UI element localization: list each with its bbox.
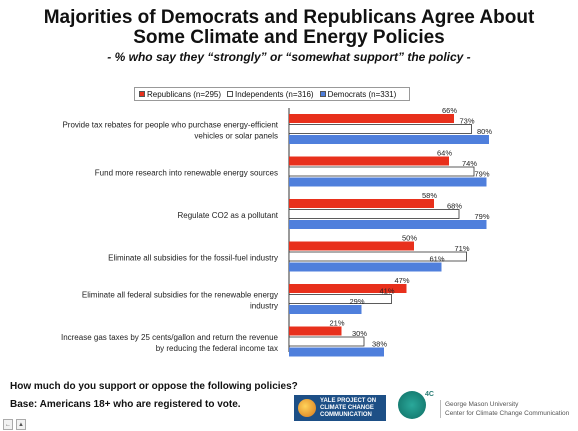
bar-republicans <box>289 156 449 166</box>
category-label-line: vehicles or solar panels <box>194 132 278 141</box>
data-label: 58% <box>422 191 437 200</box>
legend-label: Republicans (n=295) <box>147 89 222 99</box>
chart-title: Majorities of Democrats and Republicans … <box>0 8 578 48</box>
legend-item-0: Republicans (n=295) <box>139 90 221 99</box>
bar-republicans <box>289 114 454 123</box>
category-label-line: Provide tax rebates for people who purch… <box>62 121 278 130</box>
chart-subtitle: - % who say they “strongly” or “somewhat… <box>107 50 471 64</box>
bar-democrats <box>289 347 384 357</box>
menu-up-button[interactable]: ▲ <box>16 419 26 430</box>
bar-independents <box>288 124 472 134</box>
question-text: How much do you support or oppose the fo… <box>10 381 298 392</box>
data-label: 29% <box>350 297 365 306</box>
data-label: 79% <box>475 170 490 179</box>
legend: Republicans (n=295) Independents (n=316) D… <box>134 87 410 101</box>
bar-democrats <box>289 262 442 272</box>
category-label-line: Increase gas taxes by 25 cents/gallon an… <box>61 333 279 342</box>
category-label-line: Eliminate all federal subsidies for the … <box>82 291 278 300</box>
data-label: 38% <box>372 340 387 349</box>
data-label: 80% <box>477 127 492 136</box>
data-label: 79% <box>475 212 490 221</box>
bar-independents <box>288 336 365 347</box>
category-label: Eliminate all federal subsidies for the … <box>82 291 278 311</box>
bar-independents <box>288 294 392 304</box>
category-label-line: by reducing the federal income tax <box>156 344 278 353</box>
category-label-line: industry <box>250 302 278 311</box>
category-label: Regulate CO2 as a pollutant <box>177 211 278 220</box>
category-label: Increase gas taxes by 25 cents/gallon an… <box>61 333 279 353</box>
category-label-line: Regulate CO2 as a pollutant <box>177 211 278 220</box>
title-line-2: Some Climate and Energy Policies <box>133 27 445 48</box>
ccc-logo-line-1: YALE PROJECT ON <box>320 397 377 404</box>
base-text: Base: Americans 18+ who are registered t… <box>10 399 241 410</box>
category-label: Provide tax rebates for people who purch… <box>62 121 278 141</box>
4c-logo-label: 4C <box>425 391 434 398</box>
data-label: 41% <box>380 287 395 296</box>
category-label-line: Eliminate all subsidies for the fossil-f… <box>108 254 278 263</box>
sun-icon <box>298 399 316 417</box>
legend-swatch <box>319 91 326 97</box>
data-label: 73% <box>460 117 475 126</box>
bar-independents <box>288 209 460 219</box>
bar-democrats <box>289 135 489 144</box>
data-label: 71% <box>455 244 470 253</box>
bar-republicans <box>289 241 414 251</box>
4c-logo-icon <box>398 391 426 419</box>
legend-item-1: Independents (n=316) <box>227 90 314 99</box>
data-label: 30% <box>352 329 367 338</box>
previous-slide-button[interactable]: ← <box>3 419 13 430</box>
data-label: 66% <box>442 106 457 115</box>
bar-republicans <box>289 326 342 336</box>
gmu-line-2: Center for Climate Change Communication <box>445 410 570 417</box>
data-label: 50% <box>402 234 417 243</box>
title-line-1: Majorities of Democrats and Republicans … <box>43 7 535 28</box>
bar-democrats <box>289 220 487 229</box>
bar-democrats <box>289 305 362 314</box>
category-label: Eliminate all subsidies for the fossil-f… <box>108 254 278 263</box>
data-label: 74% <box>462 159 477 168</box>
legend-item-2: Democrats (n=331) <box>319 89 397 99</box>
ccc-logo-line-3: COMMUNICATION <box>320 411 372 418</box>
gmu-line-1: George Mason University <box>445 401 519 408</box>
gmu-logo-text: George Mason University Center for Clima… <box>440 400 578 418</box>
data-label: 21% <box>330 319 345 328</box>
legend-swatch <box>139 91 145 97</box>
data-label: 61% <box>430 255 445 264</box>
bar-democrats <box>289 177 487 187</box>
climate-change-communication-logo: YALE PROJECT ON CLIMATE CHANGE COMMUNICA… <box>294 395 386 421</box>
legend-swatch <box>227 91 234 97</box>
bar-republicans <box>289 199 434 208</box>
category-label: Fund more research into renewable energy… <box>95 169 278 178</box>
category-label-line: Fund more research into renewable energy… <box>95 169 278 178</box>
legend-label: Independents (n=316) <box>235 89 314 99</box>
data-label: 64% <box>437 149 452 158</box>
data-label: 47% <box>395 276 410 285</box>
bar-republicans <box>289 284 407 293</box>
data-label: 68% <box>447 202 462 211</box>
bar-independents <box>288 166 475 177</box>
legend-label: Democrats (n=331) <box>327 89 397 99</box>
ccc-logo-line-2: CLIMATE CHANGE <box>320 404 374 411</box>
bar-independents <box>288 251 467 262</box>
